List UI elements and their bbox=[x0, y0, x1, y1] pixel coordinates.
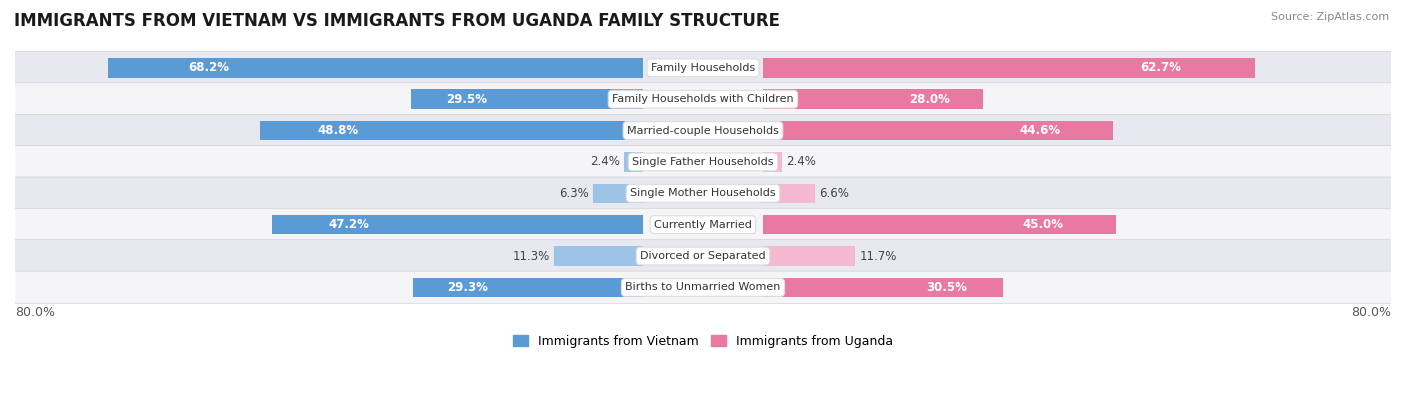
FancyBboxPatch shape bbox=[14, 240, 1392, 272]
Text: Single Mother Households: Single Mother Households bbox=[630, 188, 776, 198]
Text: 11.3%: 11.3% bbox=[513, 250, 550, 263]
Bar bbox=[763, 121, 1114, 140]
Text: 80.0%: 80.0% bbox=[1351, 306, 1391, 319]
Bar bbox=[593, 184, 643, 203]
Text: 11.7%: 11.7% bbox=[859, 250, 897, 263]
FancyBboxPatch shape bbox=[14, 146, 1392, 178]
FancyBboxPatch shape bbox=[14, 114, 1392, 147]
Bar bbox=[412, 89, 643, 109]
Bar bbox=[554, 246, 643, 266]
Text: 44.6%: 44.6% bbox=[1019, 124, 1060, 137]
Text: 45.0%: 45.0% bbox=[1022, 218, 1063, 231]
Bar bbox=[763, 58, 1256, 77]
Bar bbox=[273, 215, 643, 234]
Text: Divorced or Separated: Divorced or Separated bbox=[640, 251, 766, 261]
Text: 80.0%: 80.0% bbox=[15, 306, 55, 319]
FancyBboxPatch shape bbox=[14, 208, 1392, 241]
Bar bbox=[763, 89, 983, 109]
Text: 28.0%: 28.0% bbox=[910, 93, 950, 106]
Text: Family Households with Children: Family Households with Children bbox=[612, 94, 794, 104]
Text: Single Father Households: Single Father Households bbox=[633, 157, 773, 167]
Text: 29.5%: 29.5% bbox=[446, 93, 486, 106]
Text: 47.2%: 47.2% bbox=[328, 218, 368, 231]
Text: Currently Married: Currently Married bbox=[654, 220, 752, 229]
Text: 2.4%: 2.4% bbox=[786, 155, 817, 168]
Legend: Immigrants from Vietnam, Immigrants from Uganda: Immigrants from Vietnam, Immigrants from… bbox=[513, 335, 893, 348]
Bar bbox=[108, 58, 643, 77]
Bar bbox=[624, 152, 643, 172]
Text: IMMIGRANTS FROM VIETNAM VS IMMIGRANTS FROM UGANDA FAMILY STRUCTURE: IMMIGRANTS FROM VIETNAM VS IMMIGRANTS FR… bbox=[14, 12, 780, 30]
Text: 6.6%: 6.6% bbox=[820, 187, 849, 200]
Text: Source: ZipAtlas.com: Source: ZipAtlas.com bbox=[1271, 12, 1389, 22]
Text: 30.5%: 30.5% bbox=[925, 281, 967, 294]
Text: 68.2%: 68.2% bbox=[188, 61, 229, 74]
FancyBboxPatch shape bbox=[14, 271, 1392, 304]
Text: Family Households: Family Households bbox=[651, 63, 755, 73]
Bar bbox=[260, 121, 643, 140]
Bar bbox=[763, 215, 1116, 234]
Text: 6.3%: 6.3% bbox=[560, 187, 589, 200]
Bar bbox=[763, 184, 815, 203]
FancyBboxPatch shape bbox=[14, 83, 1392, 115]
Bar bbox=[763, 246, 855, 266]
Bar bbox=[413, 278, 643, 297]
FancyBboxPatch shape bbox=[14, 51, 1392, 84]
Text: 29.3%: 29.3% bbox=[447, 281, 488, 294]
Text: Married-couple Households: Married-couple Households bbox=[627, 126, 779, 135]
Text: Births to Unmarried Women: Births to Unmarried Women bbox=[626, 282, 780, 292]
Text: 62.7%: 62.7% bbox=[1140, 61, 1181, 74]
FancyBboxPatch shape bbox=[14, 177, 1392, 210]
Bar bbox=[763, 278, 1002, 297]
Bar bbox=[763, 152, 782, 172]
Text: 48.8%: 48.8% bbox=[318, 124, 359, 137]
Text: 2.4%: 2.4% bbox=[589, 155, 620, 168]
